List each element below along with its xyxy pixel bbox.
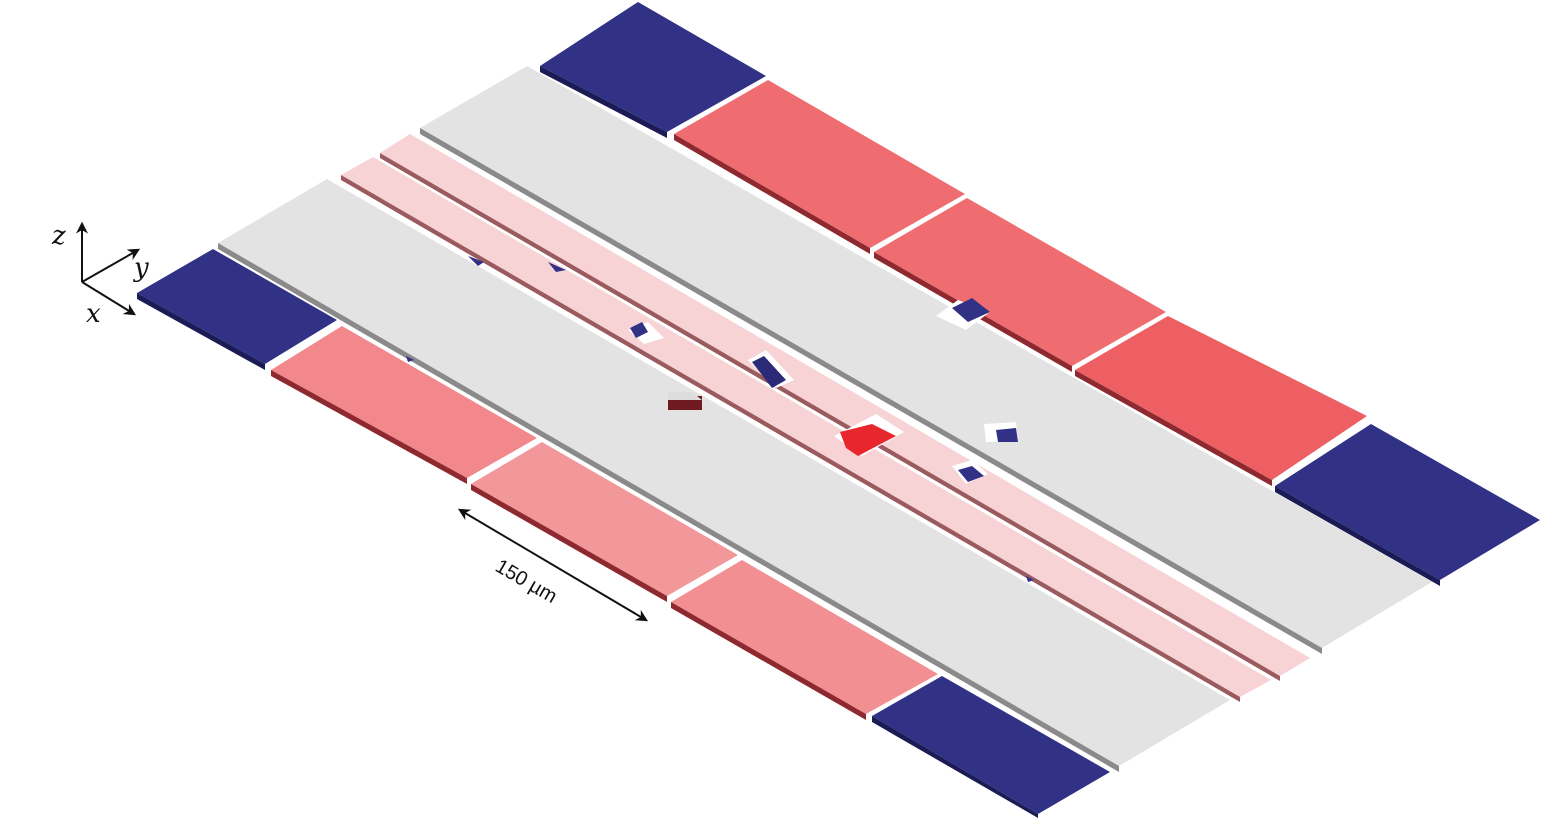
dc-electrode-edge (1075, 370, 1272, 486)
rf-electrode-upper (380, 134, 1310, 676)
dc-electrode-edge (137, 293, 265, 370)
dc-electrode-positive-top-1 (674, 80, 965, 248)
dc-electrode-edge (1275, 486, 1440, 586)
dc-electrode-negative-bottom-left (137, 249, 337, 364)
bottom-ground-rail (218, 179, 1230, 772)
insert-light (668, 392, 702, 400)
dc-electrode-positive-bottom-3 (671, 560, 938, 714)
y-axis-arrow (81, 248, 141, 283)
dc-electrode-positive-top-2 (874, 198, 1166, 366)
insert-blue (996, 428, 1018, 442)
rf-rails (341, 134, 1310, 702)
dc-electrode-negative-bottom-right (872, 676, 1110, 814)
x-axis-arrow (81, 281, 137, 316)
ground-electrode-edge (420, 128, 1322, 654)
scale-bar-arrow (457, 508, 649, 622)
dc-electrode-negative-top-left (540, 2, 766, 132)
dc-electrode-positive-bottom-1 (271, 326, 537, 478)
dc-electrode-edge (540, 66, 667, 138)
dc-electrode-negative-top-right (1275, 424, 1540, 580)
insert-blue-small (1026, 576, 1034, 582)
rf-electrode-edge (341, 175, 1240, 702)
insert-blue (952, 298, 990, 322)
insert-blue-small (406, 356, 414, 362)
dc-electrode-edge (674, 134, 870, 254)
insert-blue-small (468, 256, 484, 266)
rf-electrode-edge (380, 153, 1280, 681)
hot-spot-red (840, 424, 896, 456)
dc-electrode-edge (271, 370, 467, 484)
trap-center-features (406, 256, 1034, 582)
dc-electrode-positive-top-3 (1075, 316, 1367, 480)
x-axis-label: x (86, 299, 101, 329)
insert-blue (752, 356, 786, 388)
y-axis-label: y (133, 253, 149, 283)
insert-blue-small (548, 262, 566, 272)
dc-electrode-edge (671, 602, 866, 720)
ground-electrode-top (420, 66, 1432, 648)
ground-electrode-bottom (218, 179, 1230, 766)
top-ground-rail (420, 66, 1432, 654)
dc-electrode-edge (872, 716, 1038, 818)
z-axis-label: z (51, 221, 66, 251)
coordinate-axes: z y x (51, 221, 149, 329)
ground-electrode-edge (218, 243, 1119, 772)
rf-electrode-lower (341, 157, 1271, 697)
insert-blue (958, 466, 984, 482)
insert-blue (630, 322, 648, 338)
